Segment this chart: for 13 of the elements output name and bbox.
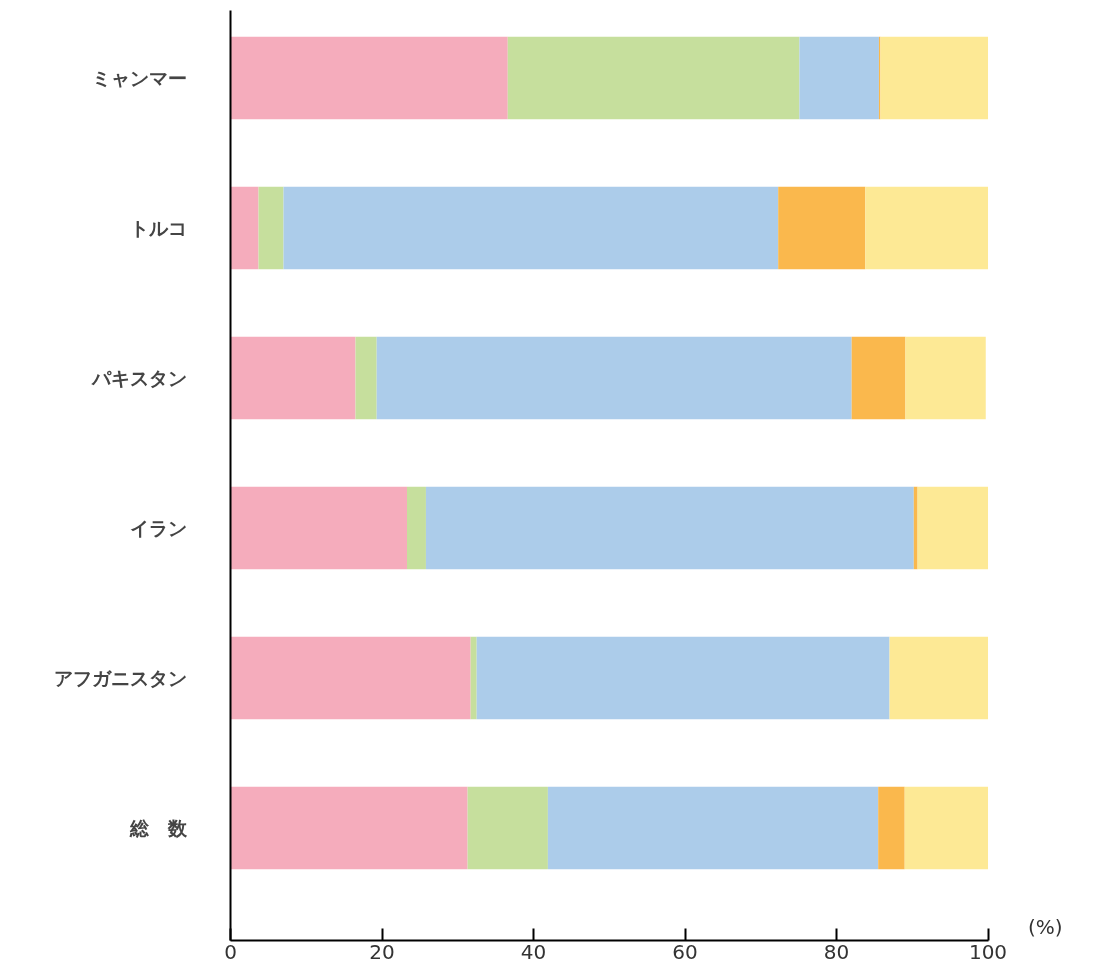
x-tick-label: 40 xyxy=(520,939,547,964)
x-tick-label: 60 xyxy=(672,939,698,964)
y-tick-label: ミャンマー xyxy=(91,67,187,89)
x-tick-label: 100 xyxy=(968,939,1008,964)
x-tick-label: 0 xyxy=(224,939,237,964)
x-tick-label: 80 xyxy=(823,939,850,964)
y-tick-label: 総 数 xyxy=(128,817,188,839)
y-tick-label: イラン xyxy=(129,517,187,539)
y-tick-label: パキスタン xyxy=(90,367,187,389)
text: (%) xyxy=(1028,914,1063,939)
y-tick-label: アフガニスタン xyxy=(53,667,187,689)
y-tick-label: トルコ xyxy=(129,217,187,239)
x-tick-label: 20 xyxy=(369,939,395,964)
